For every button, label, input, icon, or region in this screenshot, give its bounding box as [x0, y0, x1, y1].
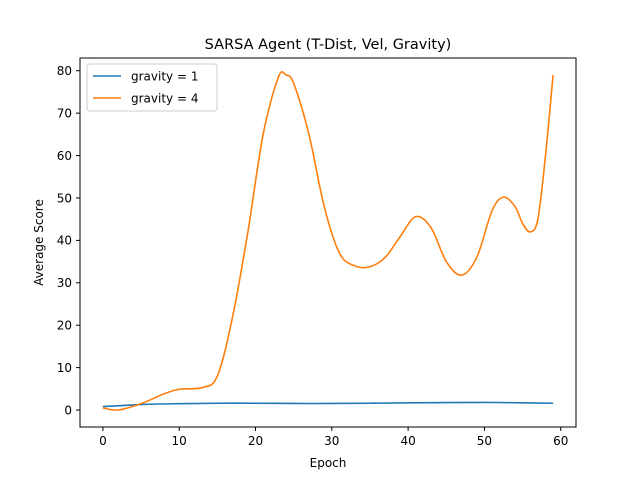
series-line-gravity-1	[102, 401, 554, 408]
y-axis-ticks: 0 10 20 30 40 50 60 70 80	[57, 64, 80, 417]
x-tick-label: 40	[400, 434, 415, 448]
y-tick-label: 0	[64, 403, 72, 417]
x-tick-label: 0	[99, 434, 107, 448]
chart-title: SARSA Agent (T-Dist, Vel, Gravity)	[205, 37, 452, 53]
y-tick-label: 80	[57, 64, 72, 78]
y-tick-label: 50	[57, 191, 72, 205]
y-tick-label: 60	[57, 149, 72, 163]
x-axis-label: Epoch	[310, 456, 347, 470]
y-tick-label: 10	[57, 361, 72, 375]
x-axis-ticks: 0 10 20 30 40 50 60	[99, 427, 568, 448]
x-tick-label: 20	[248, 434, 263, 448]
y-tick-label: 30	[57, 276, 72, 290]
legend-label-gravity-4: gravity = 4	[131, 92, 198, 106]
y-axis-label: Average Score	[32, 199, 46, 286]
x-tick-label: 50	[477, 434, 492, 448]
series-lines	[102, 70, 554, 411]
y-tick-label: 20	[57, 319, 72, 333]
x-tick-label: 60	[553, 434, 568, 448]
plot-area	[80, 58, 576, 427]
x-tick-label: 10	[172, 434, 187, 448]
x-tick-label: 30	[324, 434, 339, 448]
y-tick-label: 40	[57, 234, 72, 248]
series-line-gravity-4	[102, 70, 554, 411]
plot-frame	[79, 57, 577, 428]
legend-label-gravity-1: gravity = 1	[131, 70, 198, 84]
legend: gravity = 1 gravity = 4	[86, 63, 218, 112]
y-tick-label: 70	[57, 106, 72, 120]
